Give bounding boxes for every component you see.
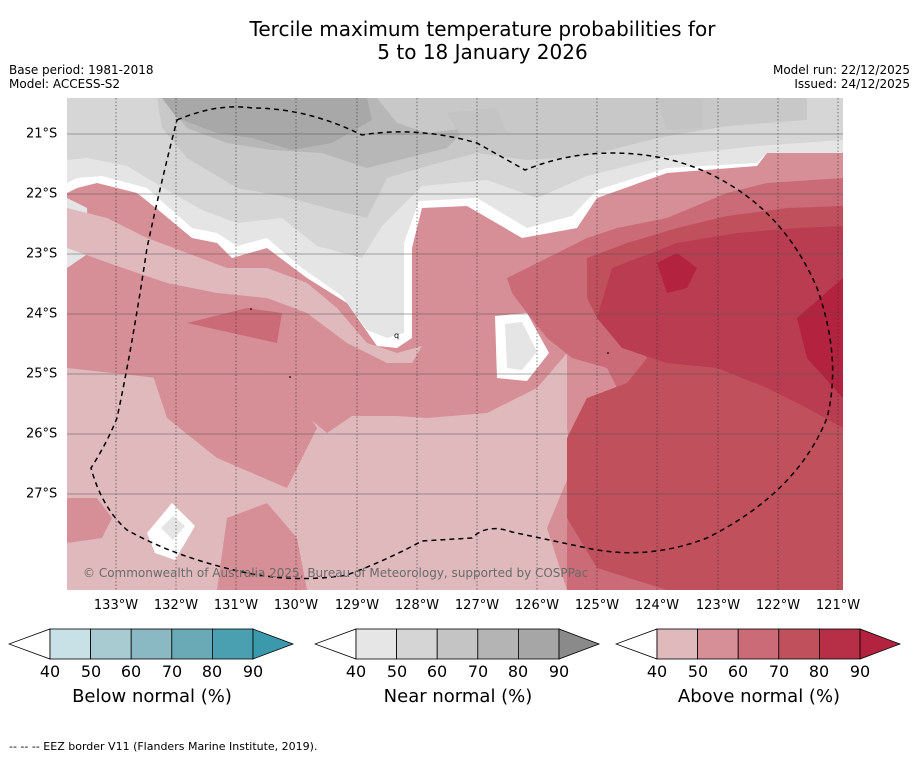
- colorbar-segment: [355, 628, 397, 660]
- meta-left: Base period: 1981-2018 Model: ACCESS-S2: [9, 63, 154, 91]
- marker-dot-3: [607, 352, 609, 354]
- eez-legend: -- -- -- EEZ border V11 (Flanders Marine…: [9, 740, 318, 753]
- tick: 90: [849, 662, 871, 681]
- model-run: Model run: 22/12/2025: [772, 63, 910, 77]
- colorbar-extend-low: [615, 628, 658, 660]
- colorbar-segment: [656, 628, 698, 660]
- colorbar-extend-low: [8, 628, 51, 660]
- lat-label: 23°S: [26, 246, 58, 262]
- gridlines: [115, 98, 839, 590]
- field-near-80: [162, 98, 372, 150]
- colorbar-segment: [697, 628, 739, 660]
- colorbar-segment: [396, 628, 438, 660]
- colorbar-extend-high: [252, 628, 295, 660]
- tick: 80: [808, 662, 830, 681]
- colorbar-segment: [211, 628, 254, 660]
- colorbar-segment: [737, 628, 780, 660]
- tick: 60: [120, 662, 142, 681]
- field-above-60-small-west: [187, 308, 282, 343]
- colorbar-label-near: Near normal (%): [383, 686, 533, 707]
- colorbar-segment: [436, 628, 479, 660]
- field-above-50-center-left: [147, 358, 317, 488]
- lon-label: 127°W: [454, 598, 500, 613]
- field-near-small-island-inner: [505, 322, 537, 370]
- tick: 70: [467, 662, 489, 681]
- colorbar-segment: [49, 628, 91, 660]
- copyright-text: © Commonwealth of Australia 2025, Bureau…: [83, 566, 588, 580]
- lat-label: 27°S: [26, 486, 58, 502]
- base-period: Base period: 1981-2018: [9, 63, 154, 77]
- meta-right: Model run: 22/12/2025 Issued: 24/12/2025: [773, 63, 910, 91]
- colorbar-segments: [615, 628, 902, 660]
- lat-label: 22°S: [26, 186, 58, 202]
- colorbar-label-below: Below normal (%): [72, 686, 232, 707]
- title-line-1: Tercile maximum temperature probabilitie…: [249, 17, 716, 41]
- field-above-40-upper-left: [67, 208, 422, 363]
- marker-dot-1: [250, 308, 252, 310]
- colorbar-segment: [90, 628, 132, 660]
- lon-label: 121°W: [815, 598, 861, 613]
- tick: 50: [687, 662, 709, 681]
- colorbar-segment: [171, 628, 213, 660]
- lon-label: 124°W: [634, 598, 680, 613]
- tick: 60: [426, 662, 448, 681]
- lon-label: 123°W: [695, 598, 741, 613]
- colorbar-extend-high: [558, 628, 601, 660]
- field-above-50-bottom: [67, 498, 112, 543]
- tick: 90: [548, 662, 570, 681]
- tick: 80: [507, 662, 529, 681]
- eez-border: [90, 106, 834, 580]
- lon-label: 131°W: [213, 598, 259, 613]
- tick: 50: [386, 662, 408, 681]
- tick: 70: [161, 662, 183, 681]
- colorbar-segment: [477, 628, 519, 660]
- tick: 40: [646, 662, 668, 681]
- colorbar-near-normal: [314, 628, 601, 660]
- map-title: Tercile maximum temperature probabilitie…: [0, 18, 919, 64]
- tick: 80: [201, 662, 223, 681]
- tick: 60: [727, 662, 749, 681]
- tick: 70: [768, 662, 790, 681]
- tick: 50: [80, 662, 102, 681]
- issued-date: Issued: 24/12/2025: [794, 77, 910, 91]
- lon-label: 133°W: [93, 598, 139, 613]
- tick: 90: [242, 662, 264, 681]
- colorbar-segment: [130, 628, 173, 660]
- colorbar-segment: [818, 628, 861, 660]
- colorbar-segment: [778, 628, 820, 660]
- field-above-80: [597, 226, 843, 428]
- lon-label: 122°W: [755, 598, 801, 613]
- marker-q: q: [394, 331, 399, 340]
- colorbar-extend-high: [859, 628, 902, 660]
- lat-label: 21°S: [26, 126, 58, 142]
- field-near-white-ring-inner: [161, 516, 185, 540]
- lon-label: 132°W: [153, 598, 199, 613]
- colorbar-extend-low: [314, 628, 357, 660]
- colorbar-below-normal: [8, 628, 295, 660]
- lat-label: 24°S: [26, 306, 58, 322]
- field-above-50-bottom-mid: [217, 503, 307, 590]
- colorbar-segments: [8, 628, 295, 660]
- colorbar-segments: [314, 628, 601, 660]
- title-line-2: 5 to 18 January 2026: [377, 40, 588, 64]
- colorbar-above-normal: [615, 628, 902, 660]
- colorbar-label-above: Above normal (%): [677, 686, 841, 707]
- field-above-90: [657, 253, 697, 293]
- lon-label: 129°W: [334, 598, 380, 613]
- latitude-lines: [67, 133, 843, 495]
- lon-label: 126°W: [514, 598, 560, 613]
- lon-label: 130°W: [273, 598, 319, 613]
- tick: 40: [345, 662, 367, 681]
- model-name: Model: ACCESS-S2: [9, 77, 121, 91]
- colorbar-segment: [517, 628, 560, 660]
- marker-dot-2: [289, 376, 291, 378]
- lat-label: 26°S: [26, 426, 58, 442]
- tick: 40: [39, 662, 61, 681]
- probability-map: q © Commonwealth of Australia 2025, Bure…: [67, 98, 843, 590]
- field-near-patch-east: [657, 98, 702, 130]
- lon-label: 125°W: [574, 598, 620, 613]
- field-above-90-east: [797, 278, 843, 398]
- lon-label: 128°W: [394, 598, 440, 613]
- lat-label: 25°S: [26, 366, 58, 382]
